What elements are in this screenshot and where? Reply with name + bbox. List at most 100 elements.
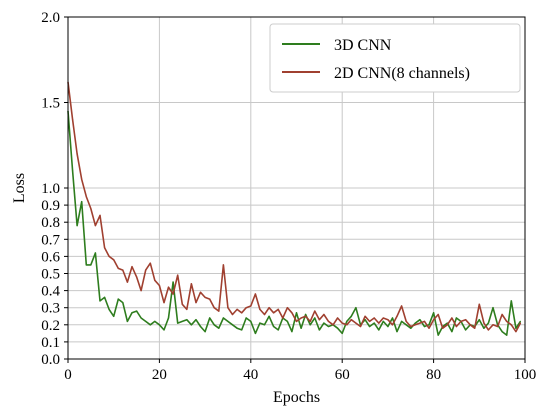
data-point-3d-cnn [158, 324, 160, 326]
data-point-3d-cnn [369, 325, 371, 328]
data-point-3d-cnn [177, 322, 179, 324]
y-tick-label: 0.5 [41, 267, 60, 283]
data-point-2d-cnn-8-channels [369, 320, 371, 322]
data-point-3d-cnn [76, 225, 78, 227]
data-point-2d-cnn-8-channels [442, 327, 444, 329]
data-point-2d-cnn-8-channels [99, 214, 101, 216]
x-axis-label: Epochs [273, 389, 320, 406]
data-point-2d-cnn-8-channels [154, 279, 156, 281]
data-point-2d-cnn-8-channels [483, 322, 485, 324]
data-point-3d-cnn [318, 329, 320, 331]
data-point-3d-cnn [209, 317, 211, 319]
data-point-3d-cnn [478, 319, 480, 321]
data-point-2d-cnn-8-channels [405, 320, 407, 322]
data-point-2d-cnn-8-channels [145, 269, 147, 271]
data-point-2d-cnn-8-channels [378, 322, 380, 324]
data-point-3d-cnn [204, 331, 206, 333]
data-point-2d-cnn-8-channels [227, 307, 229, 309]
data-point-3d-cnn [305, 313, 307, 316]
data-point-2d-cnn-8-channels [268, 307, 270, 309]
data-point-2d-cnn-8-channels [460, 320, 462, 322]
data-point-3d-cnn [273, 325, 275, 328]
data-point-3d-cnn [451, 331, 453, 333]
data-point-2d-cnn-8-channels [231, 313, 234, 316]
data-point-3d-cnn [245, 317, 247, 319]
data-point-3d-cnn [373, 322, 375, 324]
y-tick-label: 2.0 [41, 10, 60, 26]
axis-ticks: 0 20 40 60 80 100 0.00.10.20.30.40.5 0.60.70.80… [41, 10, 536, 383]
data-point-3d-cnn [506, 334, 508, 336]
series-line-3d-cnn [67, 111, 522, 336]
data-point-3d-cnn [259, 322, 261, 324]
data-point-2d-cnn-8-channels [94, 225, 96, 227]
x-tick-label: 40 [243, 367, 258, 383]
data-point-2d-cnn-8-channels [263, 313, 266, 316]
data-point-3d-cnn [437, 334, 439, 336]
data-point-2d-cnn-8-channels [85, 196, 87, 198]
data-point-2d-cnn-8-channels [277, 308, 279, 310]
data-point-2d-cnn-8-channels [314, 310, 316, 312]
legend-label-2d-cnn: 2D CNN(8 channels) [334, 65, 470, 82]
data-point-3d-cnn [295, 312, 298, 314]
data-point-2d-cnn-8-channels [177, 274, 179, 276]
data-point-2d-cnn-8-channels [286, 307, 288, 309]
y-tick-label: 0.9 [41, 198, 60, 214]
data-point-3d-cnn [145, 320, 147, 322]
data-point-3d-cnn [391, 317, 394, 319]
legend-box [269, 23, 521, 93]
data-point-3d-cnn [81, 201, 83, 203]
series-line-2d-cnn-8-channels [67, 81, 522, 333]
data-point-2d-cnn-8-channels [250, 305, 252, 307]
y-tick-label: 1.0 [41, 181, 60, 197]
data-point-2d-cnn-8-channels [465, 319, 467, 321]
data-point-2d-cnn-8-channels [373, 317, 375, 319]
data-point-3d-cnn [149, 324, 151, 326]
data-point-3d-cnn [154, 320, 156, 322]
data-point-2d-cnn-8-channels [478, 303, 480, 305]
data-point-2d-cnn-8-channels [72, 119, 74, 121]
series-layer [67, 81, 522, 336]
data-point-3d-cnn [254, 332, 256, 334]
data-point-2d-cnn-8-channels [222, 264, 224, 266]
data-point-3d-cnn [428, 324, 430, 326]
data-point-3d-cnn [455, 317, 457, 319]
data-point-3d-cnn [231, 324, 234, 326]
data-point-3d-cnn [140, 317, 142, 319]
data-point-2d-cnn-8-channels [282, 317, 284, 319]
data-point-3d-cnn [195, 319, 197, 321]
data-point-2d-cnn-8-channels [158, 284, 160, 287]
data-point-3d-cnn [286, 320, 288, 322]
data-point-2d-cnn-8-channels [254, 293, 256, 295]
data-point-3d-cnn [72, 170, 74, 172]
data-point-3d-cnn [236, 327, 238, 329]
data-point-3d-cnn [90, 264, 92, 266]
data-point-3d-cnn [85, 264, 87, 266]
data-point-2d-cnn-8-channels [104, 247, 106, 249]
data-point-2d-cnn-8-channels [167, 286, 170, 288]
data-point-2d-cnn-8-channels [245, 307, 247, 309]
y-tick-label: 0.8 [41, 215, 60, 231]
data-point-3d-cnn [423, 325, 426, 328]
data-point-3d-cnn [250, 320, 252, 322]
data-point-3d-cnn [136, 310, 138, 312]
x-tick-label: 60 [335, 367, 350, 383]
data-point-2d-cnn-8-channels [209, 298, 211, 300]
data-point-3d-cnn [268, 315, 270, 317]
data-point-2d-cnn-8-channels [337, 317, 339, 319]
data-point-2d-cnn-8-channels [241, 312, 243, 314]
data-point-2d-cnn-8-channels [419, 322, 421, 324]
data-point-3d-cnn [346, 320, 348, 322]
data-point-3d-cnn [131, 312, 133, 314]
data-point-2d-cnn-8-channels [108, 255, 110, 257]
data-point-3d-cnn [314, 317, 316, 319]
data-point-3d-cnn [167, 317, 170, 319]
y-tick-label: 0.4 [41, 284, 60, 300]
data-point-2d-cnn-8-channels [382, 317, 384, 319]
data-point-2d-cnn-8-channels [428, 327, 430, 329]
data-point-2d-cnn-8-channels [195, 302, 197, 304]
data-point-3d-cnn [465, 329, 467, 331]
data-point-2d-cnn-8-channels [332, 324, 334, 326]
data-point-2d-cnn-8-channels [136, 276, 138, 278]
data-point-3d-cnn [364, 319, 366, 321]
